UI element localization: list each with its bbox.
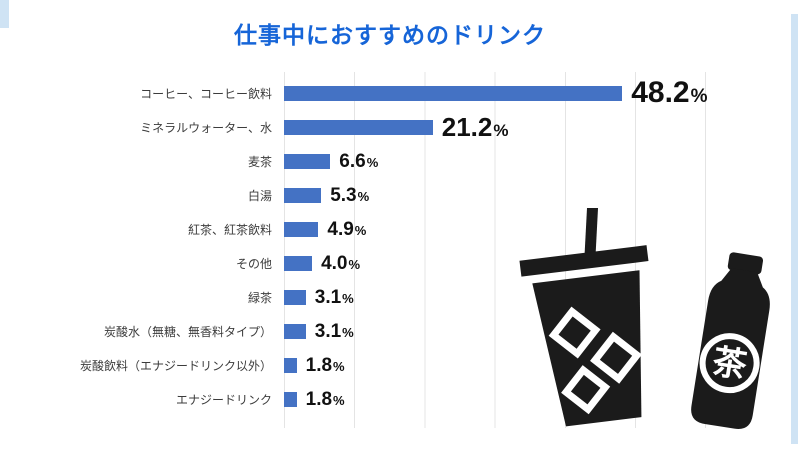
chart-row: 緑茶 3.1% xyxy=(52,280,752,314)
iced-coffee-cup-icon xyxy=(519,208,649,427)
bar xyxy=(284,255,313,271)
chart-row: 白湯 5.3% xyxy=(52,178,752,212)
chart-row: 紅茶、紅茶飲料 4.9% xyxy=(52,212,752,246)
category-label: 緑茶 xyxy=(247,290,272,305)
value-label: 4.9% xyxy=(327,218,367,240)
value-label: 4.0% xyxy=(321,252,361,274)
value-label: 1.8% xyxy=(305,388,345,410)
bar xyxy=(284,357,297,373)
bar xyxy=(284,289,306,305)
chart-row: ミネラルウォーター、水 21.2% xyxy=(52,110,752,144)
bar xyxy=(284,153,331,169)
chart-row: コーヒー、コーヒー飲料 48.2% xyxy=(52,76,752,110)
bar xyxy=(284,221,319,237)
chart-rows: コーヒー、コーヒー飲料 48.2% ミネラルウォーター、水 21.2% 麦茶 6.6% 白湯… xyxy=(52,76,752,416)
category-label: エナジードリンク xyxy=(175,392,272,407)
chart-row: 麦茶 6.6% xyxy=(52,144,752,178)
accent-bar-right xyxy=(791,14,798,444)
accent-bar-top-left xyxy=(0,0,9,28)
bar xyxy=(284,187,322,203)
value-label: 21.2% xyxy=(441,112,509,142)
category-label: 白湯 xyxy=(247,188,272,203)
bar xyxy=(284,119,433,135)
value-label: 1.8% xyxy=(305,354,345,376)
chart-title: 仕事中におすすめのドリンク xyxy=(234,22,546,48)
category-label: 炭酸水（無糖、無香料タイプ） xyxy=(103,324,272,339)
category-label: 麦茶 xyxy=(247,154,272,169)
value-label: 6.6% xyxy=(339,150,379,172)
chart-row: エナジードリンク 1.8% xyxy=(52,382,752,416)
chart-row: その他 4.0% xyxy=(52,246,752,280)
tea-bottle-icon: 茶 xyxy=(691,252,770,430)
svg-text:茶: 茶 xyxy=(710,342,751,387)
chart-row: 炭酸水（無糖、無香料タイプ） 3.1% xyxy=(52,314,752,348)
category-label: コーヒー、コーヒー飲料 xyxy=(140,86,272,101)
category-label: その他 xyxy=(235,256,272,271)
bar xyxy=(284,85,623,101)
bar xyxy=(284,391,297,407)
value-label: 5.3% xyxy=(330,184,370,206)
category-label: ミネラルウォーター、水 xyxy=(140,120,272,135)
chart-row: 炭酸飲料（エナジードリンク以外） 1.8% xyxy=(52,348,752,382)
value-label: 48.2% xyxy=(631,76,708,109)
bar xyxy=(284,323,306,339)
category-label: 炭酸飲料（エナジードリンク以外） xyxy=(79,358,272,373)
value-label: 3.1% xyxy=(314,286,354,308)
value-label: 3.1% xyxy=(314,320,354,342)
category-label: 紅茶、紅茶飲料 xyxy=(187,222,272,237)
